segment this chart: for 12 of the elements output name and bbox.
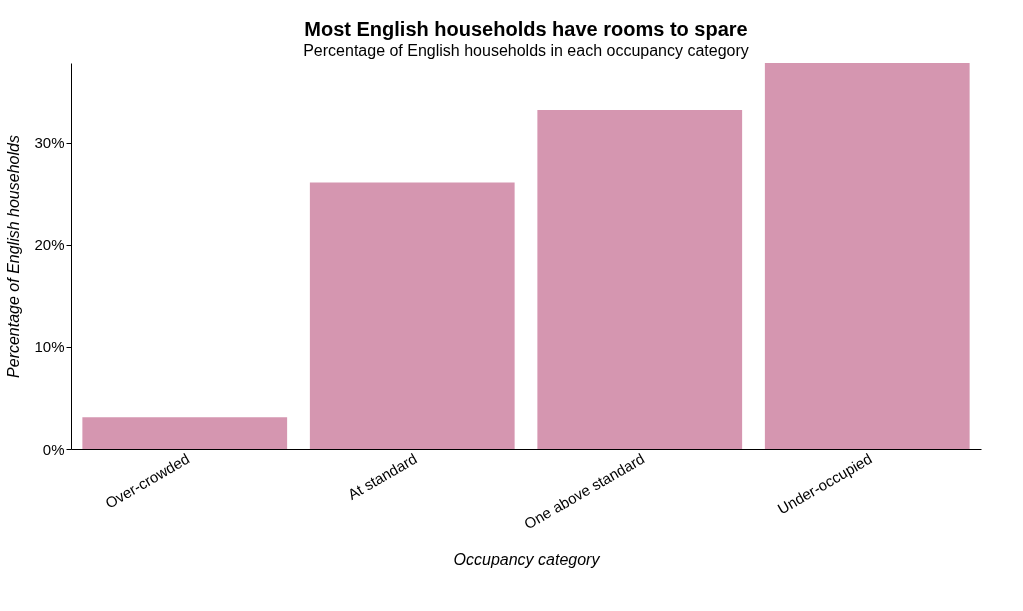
bar [764,63,970,449]
x-axis-title: Occupancy category [453,551,601,569]
bar [309,182,515,449]
bar [82,417,288,449]
chart-subtitle: Percentage of English households in each occupancy category [303,42,749,59]
y-tick-label: 10% [34,338,65,356]
y-axis-title: Percentage of English households [5,135,23,378]
y-tick-label: 0% [42,440,65,458]
chart-title: Most English households have rooms to spare [304,18,748,40]
bar [537,109,743,449]
y-tick-label: 20% [34,236,65,254]
y-tick-label: 30% [34,134,65,152]
